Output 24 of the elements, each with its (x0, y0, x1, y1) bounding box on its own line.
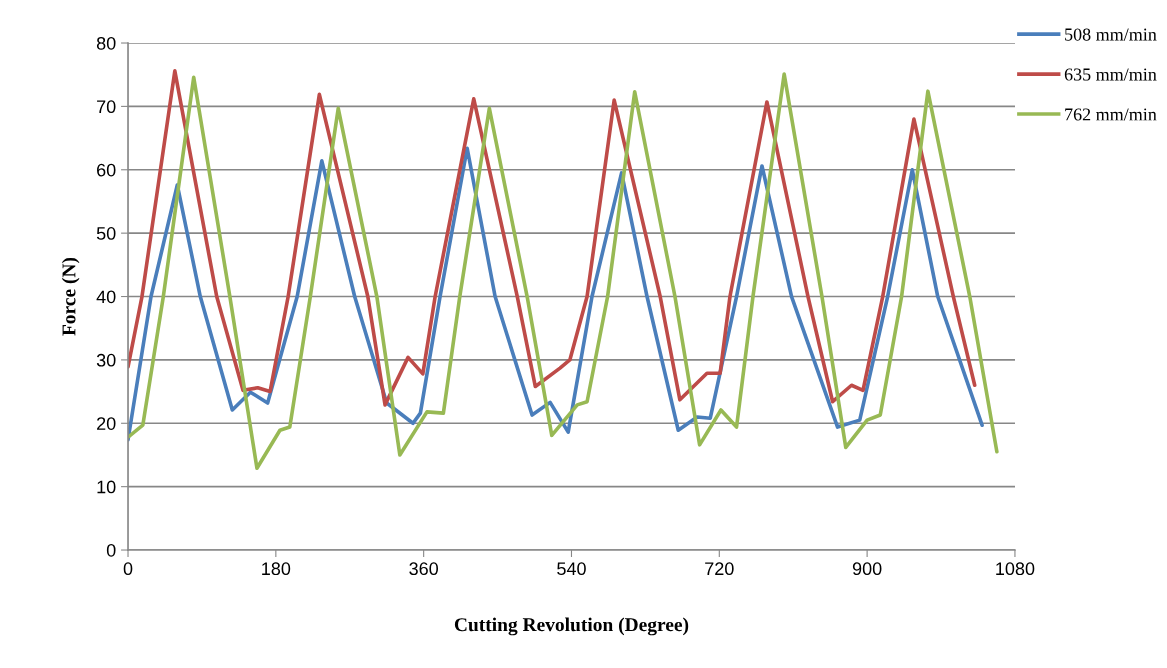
y-tick-label: 10 (97, 480, 116, 494)
x-tick-label: 360 (409, 562, 439, 576)
line-series (128, 69, 977, 407)
x-tick-label: 0 (123, 562, 133, 576)
y-tick-label: 80 (96, 36, 116, 50)
y-tick-label: 0 (106, 543, 116, 557)
y-tick-label: 20 (97, 417, 116, 430)
x-axis-title: Cutting Revolution (Degree) (454, 617, 689, 636)
x-tick-label: 900 (852, 562, 882, 576)
y-tick-label: 50 (96, 227, 116, 240)
line-series (128, 72, 999, 471)
y-axis-title: Force (N) (61, 257, 80, 336)
x-tick-label: 720 (705, 562, 734, 576)
x-tick-label: 180 (262, 562, 291, 576)
legend-label: 508 mm/min (1065, 28, 1157, 41)
y-tick-label: 40 (96, 290, 116, 304)
y-tick-label: 30 (96, 353, 116, 367)
legend-label: 762 mm/min (1065, 108, 1157, 121)
y-tick-label: 60 (97, 163, 116, 177)
x-tick-label: 1080 (996, 562, 1035, 576)
line-series (128, 146, 984, 442)
legend-label: 635 mm/min (1064, 68, 1157, 81)
x-tick-label: 540 (557, 562, 586, 576)
y-tick-label: 70 (97, 100, 116, 114)
